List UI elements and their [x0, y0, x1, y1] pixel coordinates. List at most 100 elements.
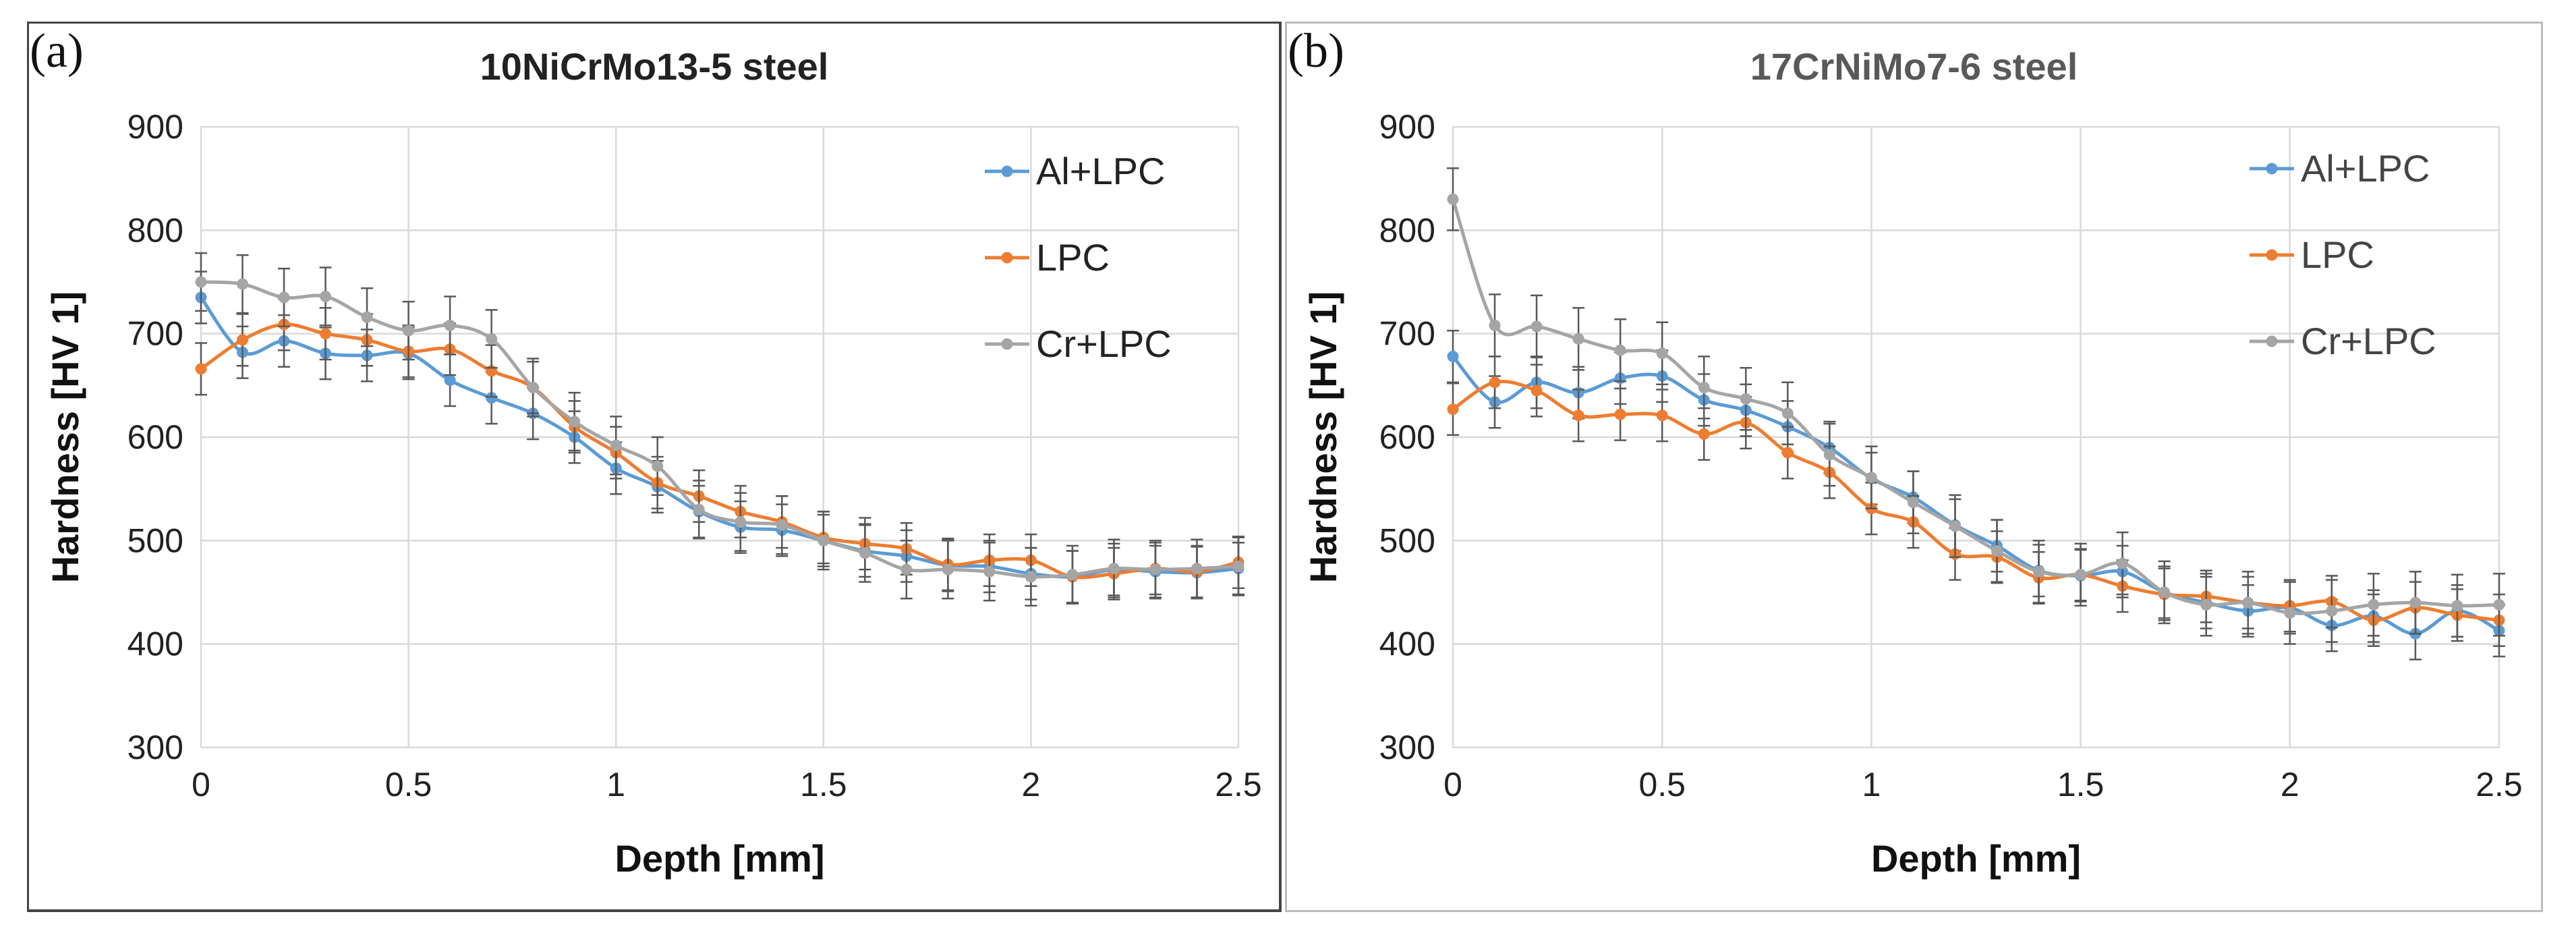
data-point [1108, 563, 1120, 575]
data-point [2075, 569, 2087, 581]
data-point [486, 333, 498, 345]
legend-marker [1001, 252, 1013, 264]
data-point [237, 334, 249, 346]
legend-label: Al+LPC [2301, 147, 2430, 190]
y-tick-label: 500 [1379, 521, 1435, 559]
x-tick-label: 0.5 [1638, 766, 1686, 803]
data-point [1149, 563, 1162, 575]
data-point [527, 381, 539, 393]
chart-panel-b: (b) 17CrNiMo7-6 steel 300 400 500 600 700 800… [1285, 22, 2543, 912]
data-point [1572, 409, 1584, 422]
data-point [2200, 598, 2212, 611]
data-point [2242, 596, 2254, 608]
y-tick-label: 300 [1379, 729, 1435, 766]
y-tick-label: 900 [1379, 108, 1435, 146]
y-tick-label: 600 [127, 418, 183, 456]
legend-marker [2266, 249, 2278, 261]
data-point [1066, 569, 1079, 581]
data-point [1656, 347, 1668, 360]
legend-marker [2266, 335, 2278, 347]
data-point [403, 324, 415, 337]
data-point [320, 290, 332, 302]
data-point [652, 460, 664, 472]
series-line [1451, 198, 2500, 615]
data-point [1865, 472, 1877, 484]
data-point [1656, 409, 1668, 422]
series-line [1452, 379, 2500, 622]
x-tick-label: 0 [192, 766, 210, 803]
data-point [1530, 385, 1543, 397]
gridlines [200, 125, 1240, 749]
x-tick-label: 2.5 [1215, 766, 1262, 803]
x-tick-label: 2.5 [2475, 766, 2523, 803]
data-point [569, 416, 581, 428]
gridlines [1452, 125, 2500, 749]
data-point [320, 328, 332, 340]
data-point [1698, 428, 1710, 440]
panel-b-label: (b) [1288, 24, 1344, 78]
y-tick-label: 900 [127, 108, 183, 146]
data-point [610, 439, 622, 451]
x-tick-label: 1 [1862, 766, 1881, 803]
legend-label: Al+LPC [1036, 150, 1165, 192]
legend-marker [2266, 163, 2278, 175]
x-tick-label: 2 [2281, 766, 2299, 803]
y-tick-label: 800 [127, 211, 183, 249]
data-point [1447, 193, 1459, 205]
data-point [444, 374, 456, 387]
data-point [2326, 605, 2338, 617]
series-cr-lpc [1447, 167, 2505, 645]
data-point [1530, 320, 1543, 333]
legend-label: Cr+LPC [2301, 320, 2436, 362]
y-tick-label: 800 [1379, 211, 1435, 249]
data-point [1907, 497, 1919, 509]
y-tick-label: 400 [1379, 625, 1435, 663]
legend-marker [1001, 338, 1013, 350]
y-tick-label: 400 [127, 625, 183, 663]
data-point [2033, 565, 2045, 577]
panel-b-plot: 300 400 500 600 700 800 900 0 0.5 1 1.5 2 2.5 Depth [… [1302, 108, 2523, 880]
data-point [195, 276, 207, 288]
chart-panel-a: (a) 10NiCrMo13-5 steel 300 400 500 600 700 80… [27, 22, 1282, 912]
data-point [2368, 598, 2380, 611]
x-axis-label: Depth [mm] [614, 837, 824, 880]
data-point [2158, 586, 2171, 598]
legend-label: LPC [1036, 236, 1110, 279]
legend-entry: Al+LPC [985, 150, 1165, 192]
legend-label: LPC [2301, 233, 2374, 276]
data-point [2451, 600, 2463, 612]
data-point [1781, 407, 1794, 420]
x-tick-label: 0 [1443, 766, 1462, 803]
data-point [1025, 571, 1037, 583]
data-point [2117, 557, 2129, 569]
data-point [2493, 598, 2505, 611]
x-axis-label: Depth [mm] [1871, 837, 2081, 880]
data-point [278, 291, 290, 304]
legend-entry: Cr+LPC [985, 322, 1172, 365]
data-point [1232, 561, 1244, 573]
data-point [942, 563, 954, 575]
data-point [444, 319, 456, 331]
y-tick-label: 600 [1379, 418, 1435, 456]
x-tick-label: 1.5 [800, 766, 847, 803]
y-tick-label: 700 [1379, 315, 1435, 353]
x-tick-label: 2 [1021, 766, 1040, 803]
legend-entry: LPC [2250, 233, 2374, 276]
panel-a-label: (a) [30, 24, 84, 78]
data-point [735, 516, 747, 528]
data-point [1447, 350, 1459, 362]
data-point [237, 278, 249, 290]
x-tick-label: 1 [606, 766, 625, 803]
data-point [1949, 520, 1961, 532]
legend-entry: LPC [985, 236, 1110, 279]
data-point [486, 392, 498, 404]
panel-a-title: 10NiCrMo13-5 steel [480, 45, 829, 88]
data-point [1823, 449, 1835, 461]
y-axis-label: Hardness [HV 1] [1302, 291, 1344, 584]
data-point [1698, 381, 1710, 393]
panel-a-plot: 300 400 500 600 700 800 900 0 0.5 1 1.5 2 2.5 Depth [… [44, 108, 1262, 880]
data-point [776, 519, 788, 531]
data-point [1447, 403, 1459, 416]
data-point [693, 503, 705, 515]
data-point [1614, 408, 1626, 420]
